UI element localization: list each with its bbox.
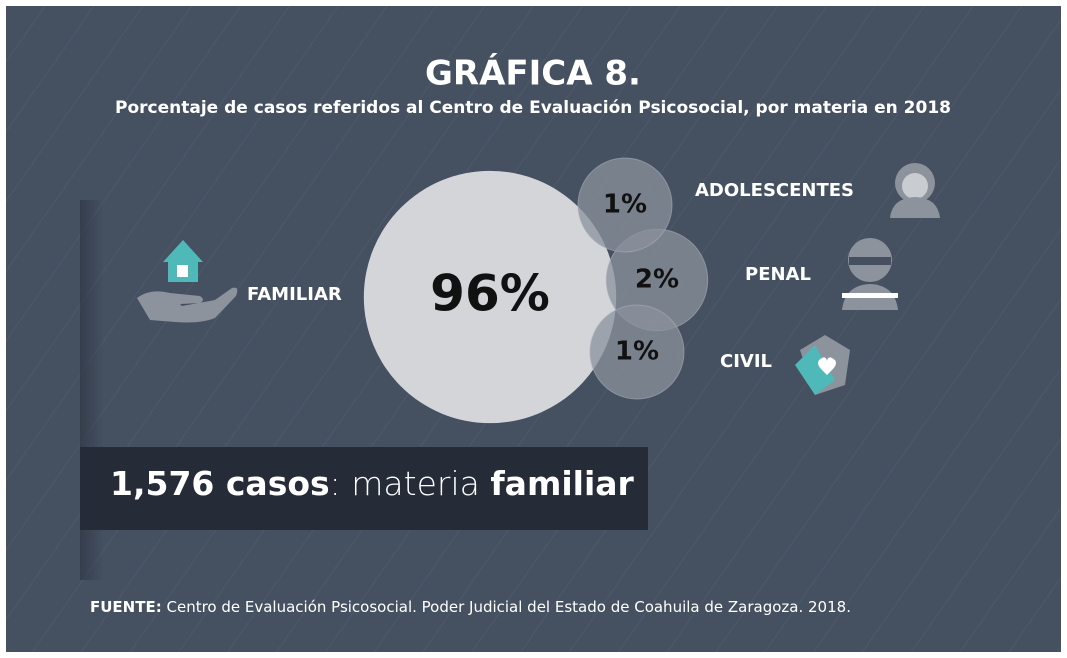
subtitle: Porcentaje de casos referidos al Centro …: [115, 98, 951, 118]
category-label: CIVIL: [720, 351, 772, 372]
title: GRÁFICA 8.: [425, 53, 641, 94]
callout-box: [80, 447, 648, 530]
category-label: ADOLESCENTES: [695, 180, 854, 201]
value-label: 2%: [635, 265, 679, 295]
callout: 1,576 casos: materia familiar: [110, 464, 635, 503]
value-label: 1%: [615, 337, 659, 367]
bubble: [589, 304, 685, 400]
category-label: PENAL: [745, 264, 811, 285]
teen-icon: [890, 163, 940, 218]
source-text: Centro de Evaluación Psicosocial. Poder …: [162, 598, 851, 616]
value-label: 1%: [603, 190, 647, 220]
source-label: FUENTE:: [90, 598, 162, 616]
callout-subject: familiar: [490, 464, 634, 503]
bubble: [577, 157, 673, 253]
category-label: FAMILIAR: [247, 284, 342, 305]
house-hand-icon: [137, 240, 238, 323]
bubble: [363, 170, 617, 424]
callout-middle: : materia: [330, 464, 491, 503]
value-label: 96%: [430, 265, 550, 323]
source: FUENTE: Centro de Evaluación Psicosocial…: [90, 598, 851, 616]
callout-count: 1,576 casos: [110, 464, 330, 503]
hands-icon: [795, 335, 850, 395]
penal-icon: [842, 238, 898, 310]
